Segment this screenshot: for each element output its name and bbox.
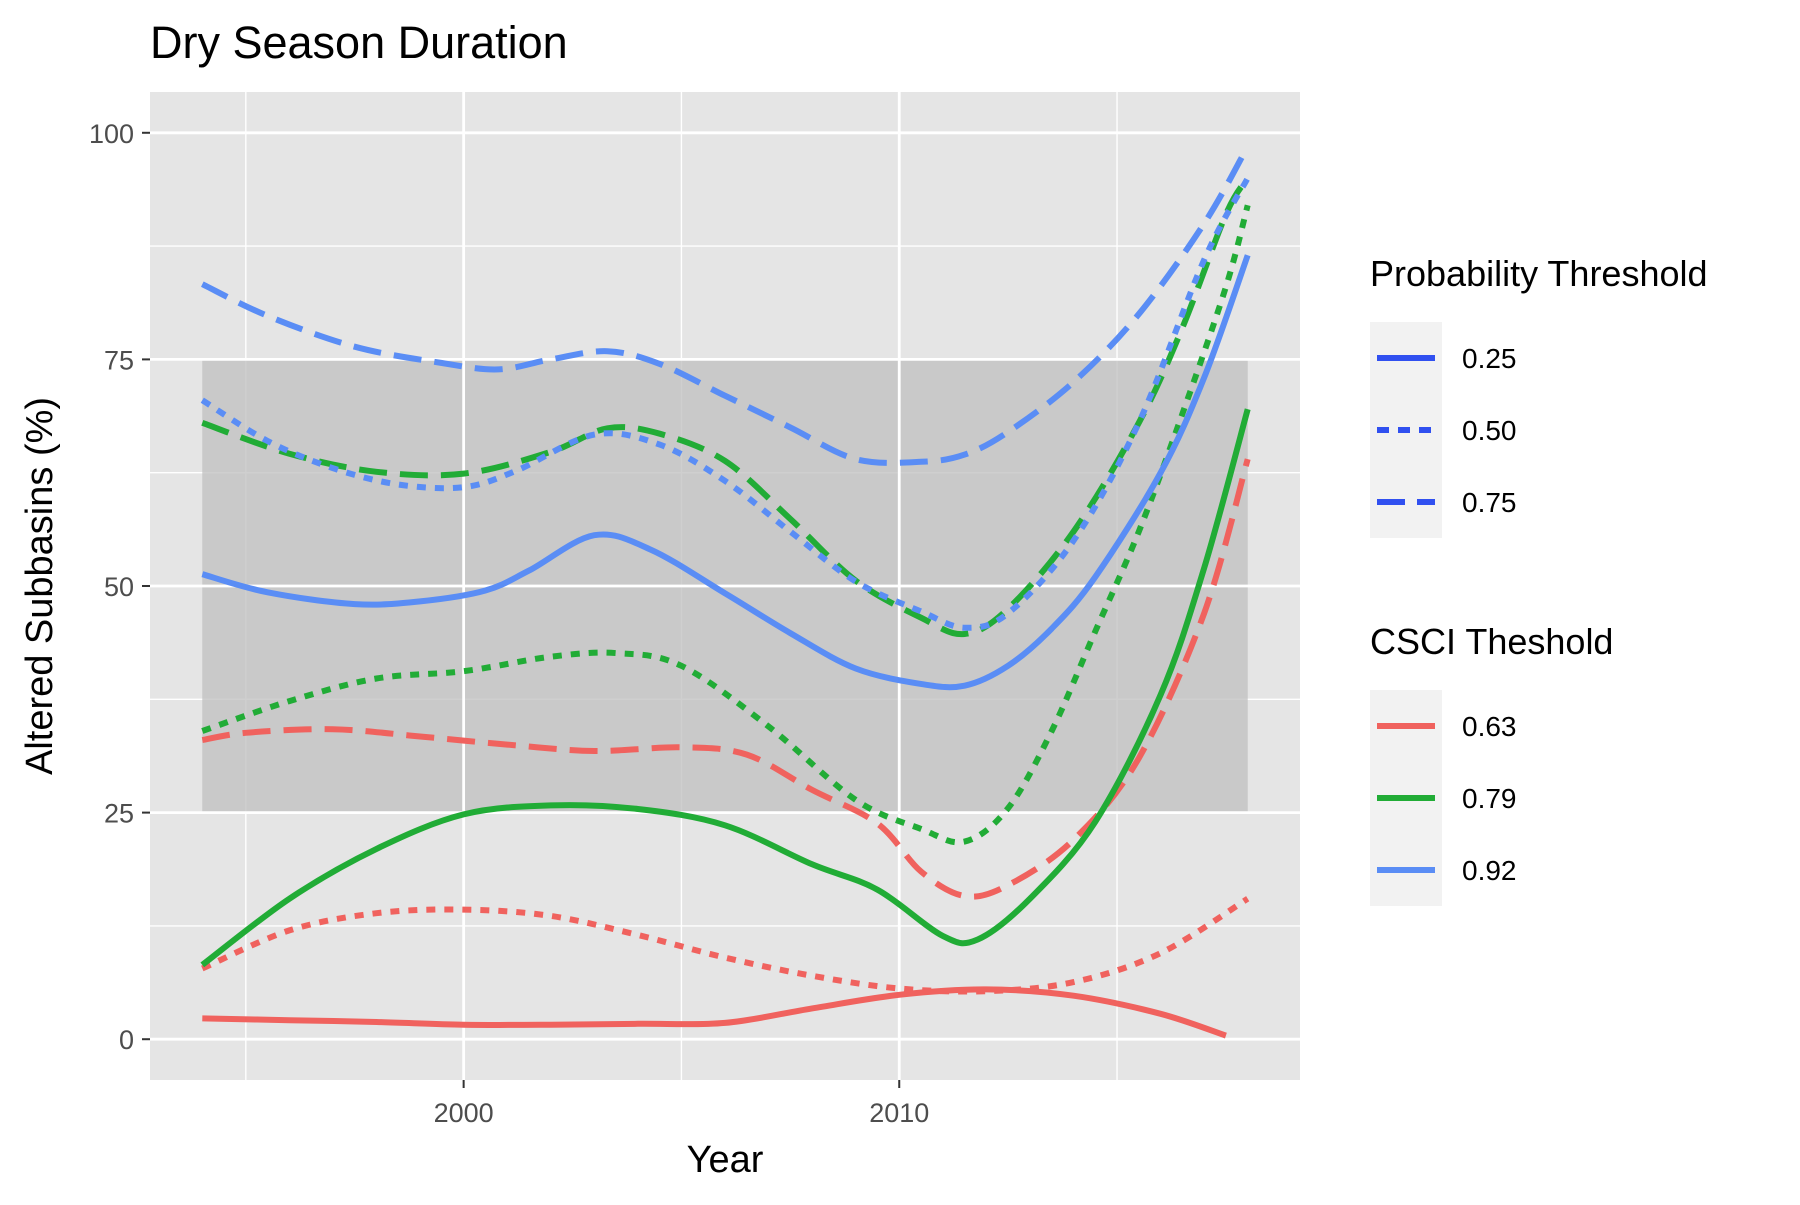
x-tick-label: 2010 [869,1098,929,1128]
series-line-csci-0.79-p-0.25 [200,408,1251,968]
legends: Probability Threshold 0.25 0.50 0.75 CSCI Th… [1370,253,1708,906]
legend-label: 0.63 [1462,711,1517,742]
y-axis-title: Altered Subbasins (%) [19,397,61,775]
tick-labels: 2000 2010 0 25 50 75 100 [89,119,929,1128]
legend-title: Probability Threshold [1370,253,1708,294]
y-tick-label: 25 [104,799,134,829]
series-lines [200,144,1251,1039]
y-tick-label: 50 [104,572,134,602]
legend-label: 0.79 [1462,783,1517,814]
series-line-csci-0.79-p-0.50 [201,204,1251,846]
series-line-csci-0.63-p-0.25 [202,986,1227,1039]
y-tick-label: 0 [119,1025,134,1055]
legend-label: 0.50 [1462,415,1517,446]
legend-label: 0.92 [1462,855,1517,886]
legend-label: 0.75 [1462,487,1517,518]
x-axis-title: Year [687,1139,764,1181]
series-line-csci-0.92-p-0.25 [201,254,1251,691]
legend-title: CSCI Theshold [1370,621,1613,662]
series-line-csci-0.63-p-0.75 [201,458,1251,900]
y-tick-label: 100 [89,119,134,149]
series-line-csci-0.92-p-0.50 [200,176,1251,631]
axis-ticks [142,131,901,1088]
chart-title: Dry Season Duration [150,17,568,68]
major-gridlines [150,92,1300,1080]
x-tick-label: 2000 [434,1098,494,1128]
legend-label: 0.25 [1462,343,1517,374]
series-line-csci-0.92-p-0.75 [201,144,1251,466]
y-tick-label: 75 [104,345,134,375]
series-line-csci-0.63-p-0.50 [201,896,1250,995]
